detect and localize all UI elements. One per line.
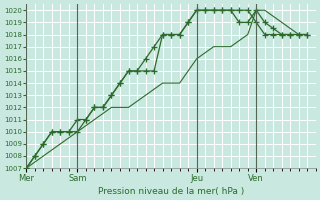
X-axis label: Pression niveau de la mer( hPa ): Pression niveau de la mer( hPa ) <box>98 187 244 196</box>
